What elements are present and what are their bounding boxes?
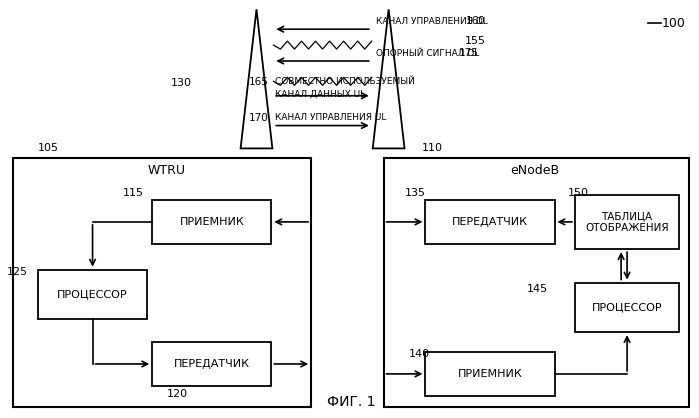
Text: 135: 135 (405, 188, 426, 198)
Polygon shape (373, 9, 405, 148)
Text: 100: 100 (662, 17, 686, 30)
Text: ПЕРЕДАТЧИК: ПЕРЕДАТЧИК (452, 217, 528, 227)
Text: 115: 115 (123, 188, 144, 198)
Text: 145: 145 (526, 285, 547, 294)
Bar (384, 158, 689, 407)
Text: 150: 150 (568, 188, 589, 198)
Bar (38, 270, 147, 319)
Text: ПРИЕМНИК: ПРИЕМНИК (180, 217, 244, 227)
Text: 165: 165 (249, 77, 268, 87)
Text: WTRU: WTRU (148, 164, 186, 177)
Text: ПРОЦЕССОР: ПРОЦЕССОР (592, 302, 663, 312)
Text: ФИГ. 1: ФИГ. 1 (326, 395, 375, 409)
Text: 155: 155 (465, 36, 486, 46)
Text: 170: 170 (249, 112, 268, 122)
Bar (426, 199, 554, 244)
Polygon shape (240, 9, 273, 148)
Text: 140: 140 (409, 349, 431, 359)
Text: ТАБЛИЦА
ОТОБРАЖЕНИЯ: ТАБЛИЦА ОТОБРАЖЕНИЯ (585, 211, 669, 233)
Text: КАНАЛ УПРАВЛЕНИЯ UL: КАНАЛ УПРАВЛЕНИЯ UL (275, 113, 387, 122)
Bar (426, 352, 554, 396)
Text: 120: 120 (166, 389, 187, 399)
Text: ОПОРНЫЙ СИГНАЛ DL: ОПОРНЫЙ СИГНАЛ DL (375, 48, 479, 58)
Text: КАНАЛ ДАННЫХ UL: КАНАЛ ДАННЫХ UL (275, 89, 366, 98)
Text: 130: 130 (171, 78, 192, 88)
Bar (152, 199, 271, 244)
Text: ПРОЦЕССОР: ПРОЦЕССОР (57, 289, 128, 299)
Text: СОВМЕСТНО ИСПОЛЬЗУЕМЫЙ: СОВМЕСТНО ИСПОЛЬЗУЕМЫЙ (275, 77, 415, 87)
Text: 125: 125 (7, 267, 28, 277)
Text: eNodeB: eNodeB (510, 164, 559, 177)
Text: 110: 110 (421, 143, 443, 153)
Bar (575, 283, 679, 332)
Text: ПРИЕМНИК: ПРИЕМНИК (458, 369, 522, 379)
Text: 175: 175 (459, 48, 479, 58)
Bar (13, 158, 311, 407)
Bar (575, 195, 679, 249)
Text: 160: 160 (466, 16, 486, 26)
Text: ПЕРЕДАТЧИК: ПЕРЕДАТЧИК (174, 359, 250, 369)
Bar (152, 342, 271, 386)
Text: 105: 105 (37, 143, 58, 153)
Text: КАНАЛ УПРАВЛЕНИЯ DL: КАНАЛ УПРАВЛЕНИЯ DL (375, 17, 487, 26)
